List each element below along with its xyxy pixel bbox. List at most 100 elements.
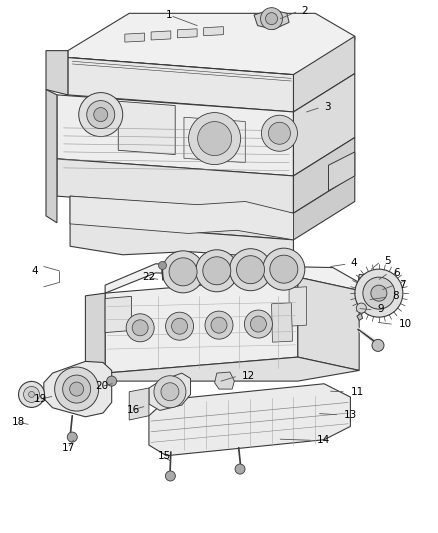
Polygon shape [293, 36, 355, 112]
Circle shape [261, 7, 283, 30]
Circle shape [235, 464, 245, 474]
Text: 7: 7 [399, 280, 406, 289]
Polygon shape [204, 27, 223, 36]
Circle shape [251, 316, 266, 332]
Circle shape [230, 249, 272, 290]
Circle shape [372, 340, 384, 351]
Text: 19: 19 [34, 394, 47, 403]
Polygon shape [105, 296, 131, 333]
Polygon shape [272, 303, 293, 342]
Polygon shape [293, 175, 355, 240]
Polygon shape [105, 264, 359, 293]
Polygon shape [357, 274, 398, 312]
Circle shape [154, 376, 186, 408]
Circle shape [63, 375, 91, 403]
Circle shape [28, 391, 35, 398]
Text: 14: 14 [317, 435, 330, 445]
Polygon shape [125, 33, 145, 42]
Circle shape [268, 122, 290, 144]
Circle shape [55, 367, 99, 411]
Text: 13: 13 [344, 410, 357, 419]
Circle shape [166, 471, 175, 481]
Circle shape [161, 383, 179, 401]
Circle shape [237, 256, 265, 284]
Text: 1: 1 [166, 10, 172, 20]
Polygon shape [57, 95, 293, 176]
Text: 2: 2 [301, 6, 308, 15]
Text: 17: 17 [62, 443, 75, 453]
Circle shape [169, 258, 197, 286]
Circle shape [244, 310, 272, 338]
Circle shape [198, 122, 232, 156]
Circle shape [126, 314, 154, 342]
Circle shape [270, 255, 298, 283]
Circle shape [211, 317, 227, 333]
Polygon shape [184, 117, 245, 163]
Text: 16: 16 [127, 406, 140, 415]
Circle shape [205, 311, 233, 339]
Text: 9: 9 [378, 304, 384, 314]
Circle shape [357, 303, 366, 313]
Polygon shape [177, 29, 197, 38]
Circle shape [203, 257, 231, 285]
Polygon shape [68, 13, 355, 75]
Circle shape [355, 269, 403, 317]
Text: 3: 3 [324, 102, 331, 111]
Polygon shape [105, 277, 298, 373]
Circle shape [70, 382, 84, 396]
Circle shape [261, 115, 297, 151]
Circle shape [172, 318, 187, 334]
Polygon shape [70, 196, 293, 240]
Circle shape [371, 285, 387, 301]
Circle shape [67, 432, 77, 442]
Polygon shape [70, 223, 293, 259]
Polygon shape [357, 313, 363, 320]
Polygon shape [293, 74, 355, 176]
Circle shape [132, 320, 148, 336]
Text: 20: 20 [95, 381, 109, 391]
Circle shape [24, 386, 39, 402]
Polygon shape [254, 10, 289, 29]
Polygon shape [328, 152, 355, 191]
Text: 12: 12 [242, 371, 255, 381]
Circle shape [189, 112, 240, 165]
Circle shape [196, 250, 238, 292]
Text: 11: 11 [350, 387, 364, 397]
Text: 6: 6 [393, 268, 399, 278]
Text: 8: 8 [392, 292, 399, 301]
Polygon shape [293, 138, 355, 213]
Circle shape [162, 251, 204, 293]
Circle shape [94, 108, 108, 122]
Polygon shape [85, 293, 105, 383]
Polygon shape [215, 372, 234, 389]
Text: 15: 15 [158, 451, 171, 461]
Circle shape [79, 93, 123, 136]
Text: 10: 10 [399, 319, 412, 329]
Polygon shape [149, 384, 350, 456]
Circle shape [265, 13, 278, 25]
Polygon shape [151, 31, 171, 40]
Circle shape [166, 312, 194, 340]
Text: 18: 18 [12, 417, 25, 427]
Text: 22: 22 [142, 272, 155, 282]
Circle shape [263, 248, 305, 290]
Polygon shape [129, 388, 149, 420]
Polygon shape [57, 159, 293, 213]
Polygon shape [44, 361, 112, 417]
Polygon shape [46, 90, 57, 223]
Polygon shape [118, 101, 175, 155]
Polygon shape [298, 277, 359, 370]
Polygon shape [70, 196, 293, 240]
Circle shape [159, 261, 166, 270]
Circle shape [87, 101, 115, 128]
Polygon shape [289, 287, 307, 326]
Polygon shape [46, 51, 68, 95]
Text: 4: 4 [32, 266, 39, 276]
Polygon shape [105, 357, 359, 381]
Circle shape [107, 376, 117, 386]
Text: 5: 5 [385, 256, 391, 266]
Polygon shape [149, 373, 191, 410]
Text: 4: 4 [350, 259, 357, 268]
Circle shape [18, 382, 45, 407]
Circle shape [363, 277, 395, 309]
